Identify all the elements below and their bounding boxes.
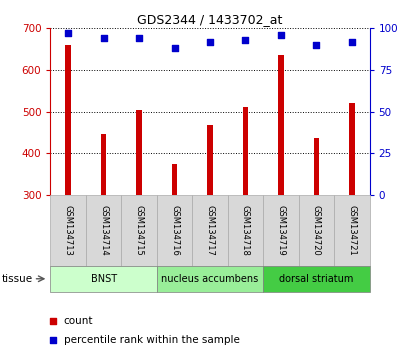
Bar — [50, 195, 86, 266]
Bar — [349, 103, 354, 195]
Bar — [66, 45, 71, 195]
Point — [179, 95, 186, 100]
Point — [179, 262, 186, 268]
Text: GSM134718: GSM134718 — [241, 205, 250, 256]
Bar — [314, 138, 319, 195]
Point — [65, 30, 71, 36]
Text: GSM134720: GSM134720 — [312, 205, 321, 256]
Text: tissue: tissue — [2, 274, 33, 284]
Text: BNST: BNST — [91, 274, 117, 284]
Text: GSM134716: GSM134716 — [170, 205, 179, 256]
Bar — [121, 195, 157, 266]
Bar — [50, 266, 157, 292]
Point — [278, 32, 284, 38]
Text: nucleus accumbens: nucleus accumbens — [161, 274, 259, 284]
Text: percentile rank within the sample: percentile rank within the sample — [64, 335, 240, 345]
Bar — [157, 266, 263, 292]
Text: count: count — [64, 316, 93, 326]
Point — [242, 37, 249, 43]
Point — [136, 35, 142, 41]
Text: GSM134713: GSM134713 — [64, 205, 73, 256]
Point — [207, 39, 213, 45]
Bar — [299, 195, 334, 266]
Bar — [157, 195, 192, 266]
Bar — [278, 55, 284, 195]
Point — [171, 45, 178, 51]
Bar — [136, 110, 142, 195]
Text: dorsal striatum: dorsal striatum — [279, 274, 354, 284]
Text: GSM134715: GSM134715 — [134, 205, 144, 256]
Bar — [228, 195, 263, 266]
Bar — [86, 195, 121, 266]
Text: GSM134719: GSM134719 — [276, 205, 286, 256]
Bar — [334, 195, 370, 266]
Title: GDS2344 / 1433702_at: GDS2344 / 1433702_at — [137, 13, 283, 26]
Point — [100, 35, 107, 41]
Text: GSM134714: GSM134714 — [99, 205, 108, 256]
Bar — [101, 135, 106, 195]
Text: GSM134721: GSM134721 — [347, 205, 356, 256]
Point — [313, 42, 320, 48]
Bar — [172, 164, 177, 195]
Point — [349, 39, 355, 45]
Bar — [207, 125, 213, 195]
Bar — [263, 266, 370, 292]
Text: GSM134717: GSM134717 — [205, 205, 215, 256]
Bar — [263, 195, 299, 266]
Bar — [192, 195, 228, 266]
Bar — [243, 107, 248, 195]
